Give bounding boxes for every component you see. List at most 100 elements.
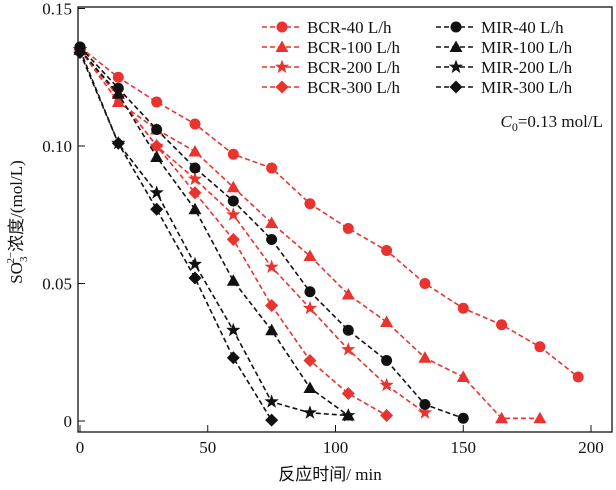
legend-label: BCR-200 L/h <box>307 58 401 77</box>
data-point-circle <box>419 399 431 410</box>
data-point-circle <box>381 355 393 366</box>
legend-label: MIR-40 L/h <box>481 18 564 37</box>
legend-item: MIR-100 L/h <box>436 38 573 57</box>
data-point-star <box>187 256 203 271</box>
data-point-triangle <box>380 315 394 327</box>
data-point-diamond <box>226 233 240 246</box>
data-point-triangle <box>495 411 509 424</box>
data-point-circle <box>304 286 316 298</box>
data-point-circle <box>151 96 163 108</box>
data-point-star <box>302 300 318 315</box>
legend-item: BCR-40 L/h <box>262 18 392 37</box>
x-tick-label: 50 <box>199 438 216 457</box>
data-point-triangle <box>303 249 317 261</box>
data-point-diamond <box>303 354 317 367</box>
annotation-c0: C0=0.13 mol/L <box>501 112 604 134</box>
legend-item: BCR-300 L/h <box>262 78 401 97</box>
data-point-circle <box>496 319 508 331</box>
data-point-star <box>226 207 241 221</box>
data-point-triangle <box>303 381 317 393</box>
x-axis-label: 反应时间/ min <box>278 465 382 484</box>
data-point-diamond <box>265 299 279 312</box>
data-point-circle <box>457 412 469 424</box>
x-tick-label: 0 <box>76 438 85 457</box>
data-point-star <box>187 171 203 186</box>
data-point-star <box>341 408 356 422</box>
data-point-star <box>264 394 279 408</box>
data-point-diamond <box>380 409 394 422</box>
data-point-star <box>379 377 394 392</box>
data-point-star <box>149 185 164 199</box>
y-tick-label: 0 <box>64 412 73 431</box>
series-mir-40-l-h <box>74 41 469 424</box>
data-point-star <box>264 259 279 274</box>
data-point-star <box>226 322 241 337</box>
data-point-diamond <box>111 136 125 150</box>
legend-marker-triangle <box>449 40 463 52</box>
data-point-circle <box>266 162 278 174</box>
data-point-diamond <box>73 46 87 59</box>
data-point-triangle <box>111 87 125 99</box>
data-point-circle <box>304 198 316 210</box>
series-line <box>79 52 273 421</box>
legend-item: MIR-40 L/h <box>436 18 564 37</box>
data-point-circle <box>534 341 546 353</box>
data-point-circle <box>457 302 469 314</box>
data-point-diamond <box>150 139 164 153</box>
data-point-diamond <box>150 202 164 216</box>
data-point-circle <box>112 71 124 83</box>
y-tick-label: 0.05 <box>42 275 72 294</box>
axes-layer: 0 50 100 150 200 0 0.05 0.10 0.15 <box>42 0 604 457</box>
data-point-star <box>417 405 433 419</box>
legend-marker-star <box>448 59 464 74</box>
data-point-triangle <box>341 288 355 300</box>
data-point-circle <box>189 118 201 130</box>
data-point-star <box>341 342 356 356</box>
x-tick-label: 200 <box>578 438 604 457</box>
data-point-circle <box>342 223 354 234</box>
data-point-circle <box>381 245 393 256</box>
data-point-triangle <box>188 202 202 215</box>
data-point-circle <box>572 371 584 383</box>
legend-marker-triangle <box>275 40 289 52</box>
legend-label: MIR-100 L/h <box>481 38 573 57</box>
legend-item: BCR-100 L/h <box>262 38 401 57</box>
series-mir-300-l-h <box>73 46 279 427</box>
data-point-circle <box>227 148 239 160</box>
data-point-triangle <box>456 370 470 382</box>
legend-label: MIR-300 L/h <box>481 78 573 97</box>
data-point-triangle <box>226 180 240 193</box>
series-bcr-200-l-h <box>72 42 433 419</box>
data-point-triangle <box>533 411 547 424</box>
data-point-triangle <box>265 216 279 228</box>
legend-marker-circle <box>450 21 462 33</box>
x-tick-label: 100 <box>323 438 349 457</box>
data-point-diamond <box>226 351 240 365</box>
data-point-triangle <box>418 351 432 363</box>
data-point-diamond <box>188 271 202 285</box>
series-bcr-40-l-h <box>74 41 584 383</box>
plot-frame <box>77 6 613 433</box>
data-point-star <box>302 405 318 419</box>
legend-item: MIR-300 L/h <box>436 78 573 97</box>
data-point-circle <box>266 234 278 245</box>
data-point-diamond <box>265 413 279 427</box>
data-point-circle <box>189 162 201 174</box>
legend-item: MIR-200 L/h <box>436 58 573 77</box>
data-point-diamond <box>341 387 355 400</box>
data-point-diamond <box>188 186 202 200</box>
series-layer <box>72 41 584 427</box>
legend-marker-diamond <box>449 80 463 94</box>
y-tick-label: 0.10 <box>42 137 72 156</box>
legend-label: BCR-300 L/h <box>307 78 401 97</box>
data-point-circle <box>342 324 354 336</box>
series-line <box>79 49 426 414</box>
legend-marker-diamond <box>275 80 289 94</box>
legend-label: BCR-100 L/h <box>307 38 401 57</box>
legend-marker-star <box>274 59 290 74</box>
x-tick-label: 150 <box>451 438 477 457</box>
y-axis-label: SO32−浓度/(mol/L) <box>5 160 30 284</box>
legend-label: BCR-40 L/h <box>307 18 392 37</box>
data-point-triangle <box>226 274 240 286</box>
